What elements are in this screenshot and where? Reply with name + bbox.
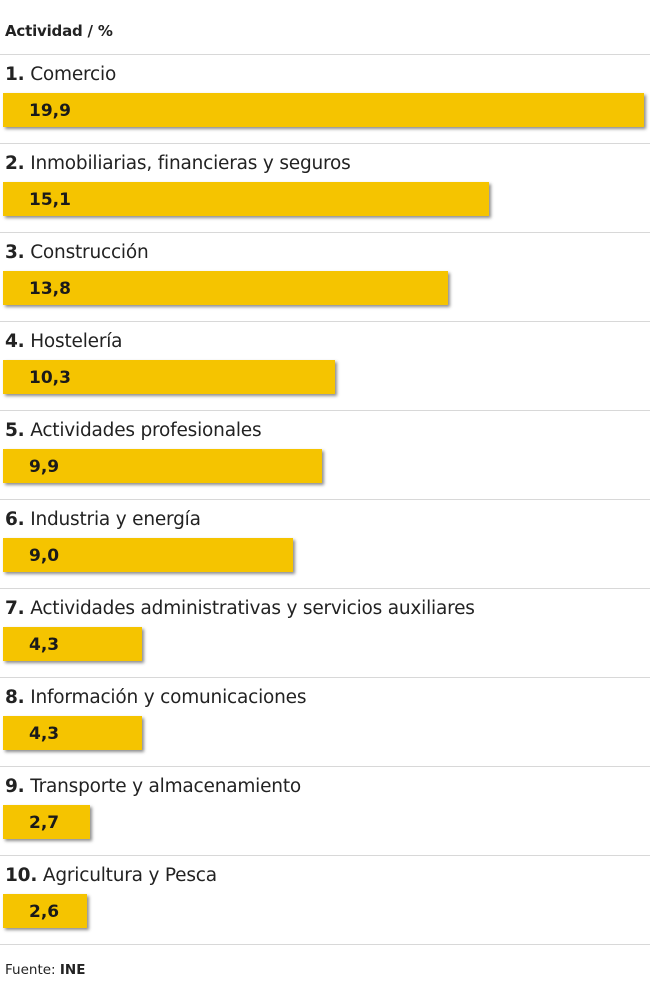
category-rank: 3.: [5, 242, 25, 263]
category-label: 2. Inmobiliarias, financieras y seguros: [5, 153, 351, 174]
data-label: 4,3: [29, 724, 60, 744]
category-name: Agricultura y Pesca: [42, 865, 217, 886]
data-label: 9,9: [29, 457, 60, 477]
category-rank: 10.: [5, 865, 38, 886]
category-label: 10. Agricultura y Pesca: [5, 865, 217, 886]
category-label: 6. Industria y energía: [5, 509, 201, 530]
data-label: 19,9: [29, 101, 71, 121]
bar-chart: 1. Comercio 19,9 2. Inmobiliarias, financi…: [0, 55, 650, 945]
chart-row: 6. Industria y energía 9,0: [0, 500, 650, 589]
chart-row: 1. Comercio 19,9: [0, 55, 650, 144]
source-label: Fuente:: [5, 962, 56, 978]
category-rank: 9.: [5, 776, 25, 797]
category-label: 3. Construcción: [5, 242, 149, 263]
header-divider: [0, 54, 650, 55]
bar: [3, 182, 489, 216]
category-label: 9. Transporte y almacenamiento: [5, 776, 301, 797]
chart-row: 4. Hostelería 10,3: [0, 322, 650, 411]
chart-row: 3. Construcción 13,8: [0, 233, 650, 322]
category-rank: 6.: [5, 509, 25, 530]
data-label: 15,1: [29, 190, 71, 210]
bar: [3, 716, 142, 750]
category-name: Comercio: [30, 64, 117, 85]
bar: [3, 538, 293, 572]
category-rank: 1.: [5, 64, 25, 85]
data-label: 13,8: [29, 279, 71, 299]
category-name: Industria y energía: [30, 509, 201, 530]
category-label: 5. Actividades profesionales: [5, 420, 262, 441]
category-rank: 8.: [5, 687, 25, 708]
data-label: 4,3: [29, 635, 60, 655]
category-rank: 2.: [5, 153, 25, 174]
category-name: Inmobiliarias, financieras y seguros: [30, 153, 351, 174]
category-label: 4. Hostelería: [5, 331, 123, 352]
chart-row: 5. Actividades profesionales 9,9: [0, 411, 650, 500]
chart-row: 10. Agricultura y Pesca 2,6: [0, 856, 650, 945]
category-name: Transporte y almacenamiento: [30, 776, 301, 797]
source-value: INE: [59, 962, 86, 978]
category-name: Construcción: [30, 242, 149, 263]
category-rank: 4.: [5, 331, 25, 352]
category-name: Actividades administrativas y servicios …: [30, 598, 475, 619]
category-name: Hostelería: [30, 331, 123, 352]
chart-row: 8. Información y comunicaciones 4,3: [0, 678, 650, 767]
category-label: 7. Actividades administrativas y servici…: [5, 598, 475, 619]
bar: [3, 627, 142, 661]
category-name: Actividades profesionales: [30, 420, 262, 441]
data-label: 9,0: [29, 546, 60, 566]
data-label: 2,7: [29, 813, 60, 833]
category-rank: 7.: [5, 598, 25, 619]
data-label: 2,6: [29, 902, 60, 922]
data-label: 10,3: [29, 368, 71, 388]
bar: [3, 360, 335, 394]
bar: [3, 93, 644, 127]
chart-row: 7. Actividades administrativas y servici…: [0, 589, 650, 678]
bar: [3, 894, 87, 928]
category-rank: 5.: [5, 420, 25, 441]
chart-row: 2. Inmobiliarias, financieras y seguros 1…: [0, 144, 650, 233]
category-label: 1. Comercio: [5, 64, 116, 85]
chart-header: Actividad / %: [5, 22, 113, 40]
bar: [3, 805, 90, 839]
bar: [3, 449, 322, 483]
category-name: Información y comunicaciones: [30, 687, 307, 708]
chart-row: 9. Transporte y almacenamiento 2,7: [0, 767, 650, 856]
source-note: Fuente: INE: [5, 962, 85, 978]
bar: [3, 271, 448, 305]
category-label: 8. Información y comunicaciones: [5, 687, 307, 708]
